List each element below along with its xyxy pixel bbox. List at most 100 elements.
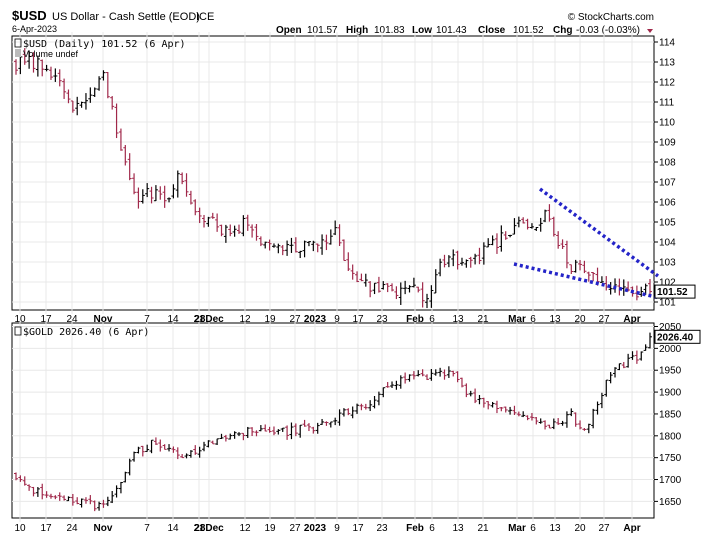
x-tick-label: Feb: [406, 314, 424, 325]
ohlc-bar: [591, 408, 596, 429]
ohlc-bar: [302, 419, 307, 427]
ohlc-bar: [145, 444, 150, 452]
y-tick-label: 2000: [659, 344, 682, 355]
ohlc-bar: [333, 417, 338, 426]
x-tick-label: 21: [193, 523, 205, 534]
ohlc-bar: [385, 382, 390, 388]
ohlc-bar: [416, 370, 421, 377]
x-tick-label: 7: [144, 314, 150, 325]
ohlc-bar: [48, 66, 53, 80]
ohlc-bar: [564, 240, 569, 269]
ohlc-bar: [621, 361, 626, 369]
ohlc-bar: [27, 484, 32, 491]
ohlc-bar: [289, 422, 294, 440]
open-label: Open: [276, 25, 302, 36]
ohlc-bar: [599, 276, 604, 283]
x-tick-label: Nov: [94, 523, 113, 534]
ohlc-bar: [202, 441, 207, 452]
x-tick-label: 27: [289, 314, 301, 325]
ohlc-bar: [416, 286, 421, 293]
ohlc-bar: [83, 497, 88, 504]
x-tick-label: 13: [452, 314, 464, 325]
x-tick-label: Feb: [406, 523, 424, 534]
ohlc-bar: [451, 370, 456, 377]
y-tick-label: 1950: [659, 366, 682, 377]
ohlc-bar: [228, 433, 233, 440]
ohlc-bar: [40, 59, 45, 77]
ohlc-bar: [153, 437, 158, 445]
ohlc-bar: [420, 282, 425, 308]
ohlc-bar: [215, 438, 220, 445]
ohlc-bar: [341, 408, 346, 417]
ohlc-bar: [140, 445, 145, 457]
ohlc-bar: [66, 496, 71, 502]
ohlc-bar: [92, 500, 97, 512]
y-tick-label: 1800: [659, 431, 682, 442]
y-tick-label: 106: [659, 198, 676, 209]
ohlc-bar: [398, 282, 403, 305]
ohlc-bar: [573, 412, 578, 427]
y-tick-label: 1900: [659, 388, 682, 399]
x-tick-label: 21: [477, 314, 489, 325]
ohlc-bar: [193, 445, 198, 455]
ohlc-bar: [162, 185, 167, 208]
x-tick-label: 24: [66, 314, 78, 325]
ohlc-bar: [525, 415, 530, 421]
ohlc-bar: [267, 239, 272, 251]
ohlc-bar: [202, 214, 207, 228]
ohlc-bar: [543, 209, 548, 223]
usd-panel-frame: [11, 35, 655, 311]
ohlc-bar: [451, 249, 456, 267]
exchange-label: ICE: [196, 11, 214, 23]
ohlc-bar: [643, 344, 648, 351]
x-tick-label: Nov: [94, 314, 113, 325]
chg-label: Chg: [553, 25, 572, 36]
ohlc-bar: [503, 406, 508, 413]
ohlc-bar: [97, 501, 102, 511]
ohlc-bar: [70, 493, 75, 506]
ohlc-bar: [53, 68, 58, 82]
ohlc-bar: [538, 418, 543, 424]
ohlc-bar: [438, 258, 443, 277]
ohlc-bar: [315, 243, 320, 253]
y-tick-label: 110: [659, 118, 675, 129]
ohlc-bar: [206, 440, 211, 448]
ohlc-bar: [311, 240, 316, 252]
ohlc-bar: [250, 224, 255, 238]
ohlc-bar: [464, 383, 469, 398]
ohlc-bar: [70, 100, 75, 113]
usd-legend-text: $USD (Daily) 101.52 (6 Apr): [23, 39, 186, 50]
x-tick-label: 6: [530, 523, 536, 534]
ohlc-bar: [381, 281, 386, 290]
x-tick-label: 20: [574, 523, 586, 534]
ohlc-bar: [490, 401, 495, 408]
ohlc-bar: [123, 145, 128, 166]
ohlc-bar: [258, 425, 263, 432]
ohlc-bar: [44, 491, 49, 498]
ohlc-bar: [534, 417, 539, 425]
ohlc-bar: [31, 486, 36, 497]
ohlc-bar: [254, 224, 259, 241]
y-tick-label: 102: [659, 278, 676, 289]
ohlc-bar: [551, 216, 556, 237]
ohlc-bar: [127, 153, 132, 181]
ohlc-bar: [613, 367, 618, 378]
x-tick-label: 13: [452, 523, 464, 534]
ohlc-bar: [529, 223, 534, 229]
ohlc-bar: [114, 103, 119, 139]
x-tick-label: 9: [334, 314, 340, 325]
ohlc-bar: [289, 237, 294, 253]
ohlc-bar: [569, 408, 574, 417]
ohlc-bar: [543, 420, 548, 430]
ohlc-bar: [446, 255, 451, 268]
x-tick-label: 12: [239, 314, 251, 325]
ohlc-bar: [477, 394, 482, 405]
usd-last-value: 101.52: [657, 287, 688, 298]
x-tick-label: 17: [352, 523, 364, 534]
ohlc-bar: [35, 487, 40, 497]
ohlc-bar: [22, 476, 27, 486]
ohlc-bar: [363, 403, 368, 410]
y-tick-label: 109: [659, 138, 676, 149]
ohlc-bar: [363, 273, 368, 287]
ohlc-bar: [123, 471, 128, 483]
